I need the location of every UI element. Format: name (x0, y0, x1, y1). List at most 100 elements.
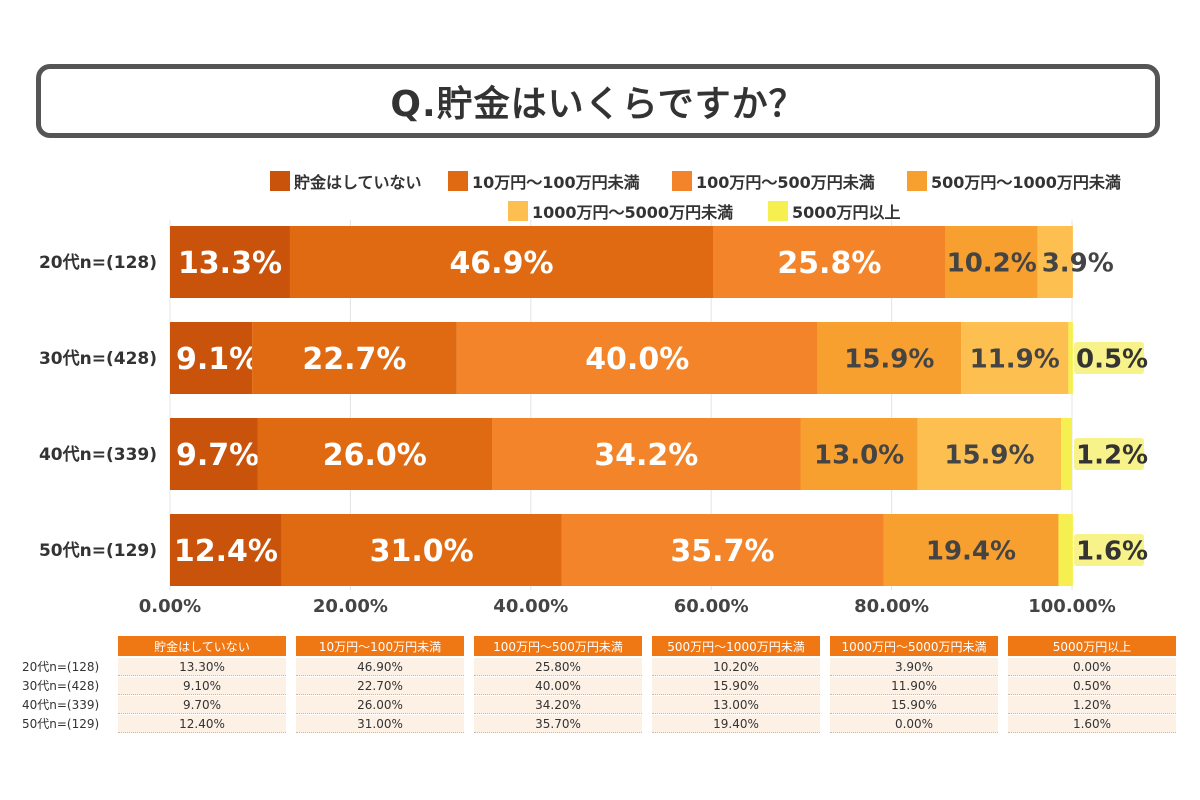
bar-segment (456, 322, 818, 394)
data-label: 31.0% (370, 534, 474, 569)
data-label: 1.6% (1076, 536, 1148, 566)
table-header: 10万円～100万円未満 (296, 636, 464, 656)
legend-label: 500万円～1000万円未満 (931, 173, 1121, 192)
table-cell: 13.00% (652, 696, 820, 714)
bar-segment (252, 322, 457, 394)
legend-label: 100万円～500万円未満 (696, 173, 875, 192)
data-label: 19.4% (926, 536, 1016, 566)
x-tick-label: 100.00% (1028, 596, 1116, 617)
legend-swatch (907, 171, 927, 191)
table-cell: 15.90% (830, 696, 998, 714)
data-label: 15.9% (844, 344, 934, 374)
bar-segment (945, 226, 1038, 298)
data-label: 11.9% (970, 344, 1060, 374)
legend-label: 貯金はしていない (294, 173, 422, 192)
table-cell: 10.20% (652, 658, 820, 676)
data-label: 34.2% (594, 438, 698, 473)
legend-item: 100万円～500万円未満 (672, 166, 875, 196)
data-label: 25.8% (777, 246, 881, 281)
bar-segment (257, 418, 493, 490)
data-label: 13.3% (178, 246, 282, 281)
legend-swatch (270, 171, 290, 191)
bar-segment (917, 418, 1062, 490)
bar-segment (817, 322, 962, 394)
table-cell: 34.20% (474, 696, 642, 714)
table-cell: 9.70% (118, 696, 286, 714)
x-tick-label: 0.00% (139, 596, 201, 617)
bar-segment (1058, 514, 1073, 586)
table-cell: 15.90% (652, 677, 820, 695)
stacked-bar-chart: 20代n=(128) 13.3% 46.9% 25.8% 10.2% 3.9% 30代n=(… (39, 220, 1148, 617)
table-header: 5000万円以上 (1008, 636, 1176, 656)
legend-item: 5000万円以上 (768, 196, 901, 226)
data-label: 26.0% (323, 438, 427, 473)
table-cell: 19.40% (652, 715, 820, 733)
table-cell: 22.70% (296, 677, 464, 695)
data-label: 40.0% (585, 342, 689, 377)
legend-swatch (508, 201, 528, 221)
table-cell: 26.00% (296, 696, 464, 714)
legend-item: 10万円～100万円未満 (448, 166, 640, 196)
title-box: Q.貯金はいくらですか？ (36, 64, 1160, 138)
legend-label: 10万円～100万円未満 (472, 173, 640, 192)
legend-label: 1000万円～5000万円未満 (532, 203, 734, 222)
table-cell: 40.00% (474, 677, 642, 695)
table-cell: 31.00% (296, 715, 464, 733)
data-label-highlight (1074, 438, 1144, 470)
data-label: 12.4% (174, 534, 278, 569)
page-title: Q.貯金はいくらですか？ (390, 84, 806, 125)
row-label: 40代n=(339) (39, 444, 157, 465)
row-label: 30代n=(428) (39, 348, 157, 369)
x-tick-label: 60.00% (674, 596, 749, 617)
data-label: 3.9% (1042, 248, 1114, 278)
legend-item: 貯金はしていない (270, 166, 422, 196)
table-cell: 12.40% (118, 715, 286, 733)
table-row-label: 50代n=(129) (22, 717, 100, 731)
table-cell: 0.00% (1008, 658, 1176, 676)
bar-segment (170, 514, 282, 586)
legend-item: 500万円～1000万円未満 (907, 166, 1121, 196)
bar-segment (1061, 418, 1072, 490)
data-label: 35.7% (670, 534, 774, 569)
table-row-label: 40代n=(339) (22, 698, 100, 712)
x-tick-label: 40.00% (493, 596, 568, 617)
bar-segment (713, 226, 946, 298)
table-cell: 1.60% (1008, 715, 1176, 733)
bar-segment (170, 322, 253, 394)
table-row-label: 20代n=(128) (22, 660, 100, 674)
bar-segment (1037, 226, 1073, 298)
table-header: 100万円～500万円未満 (474, 636, 642, 656)
table-cell: 11.90% (830, 677, 998, 695)
bar-segment (800, 418, 918, 490)
data-label: 9.7% (176, 438, 259, 473)
data-label: 46.9% (449, 246, 553, 281)
table-cell: 0.00% (830, 715, 998, 733)
bar-segment (289, 226, 714, 298)
table-cell: 25.80% (474, 658, 642, 676)
table-header: 1000万円～5000万円未満 (830, 636, 998, 656)
data-label: 10.2% (947, 248, 1037, 278)
legend-row-2: 1000万円～5000万円未満 5000万円以上 (0, 196, 1200, 226)
table-row-label: 30代n=(428) (22, 679, 100, 693)
table-cell: 9.10% (118, 677, 286, 695)
bar-segment (883, 514, 1059, 586)
legend-label: 5000万円以上 (792, 203, 901, 222)
data-label: 13.0% (814, 440, 904, 470)
data-label: 15.9% (944, 440, 1034, 470)
data-label: 1.2% (1076, 440, 1148, 470)
legend-row-1: 貯金はしていない 10万円～100万円未満 100万円～500万円未満 500万… (0, 166, 1200, 196)
bar-segment (170, 226, 290, 298)
bar-segment (281, 514, 562, 586)
legend-swatch (672, 171, 692, 191)
data-label-highlight (1074, 342, 1144, 374)
table-cell: 1.20% (1008, 696, 1176, 714)
data-label: 0.5% (1076, 344, 1148, 374)
table-cell: 35.70% (474, 715, 642, 733)
data-label-highlight (1074, 534, 1144, 566)
bar-segment (1068, 322, 1073, 394)
legend-item: 1000万円～5000万円未満 (508, 196, 733, 226)
bar-segment (961, 322, 1069, 394)
x-tick-label: 20.00% (313, 596, 388, 617)
legend-swatch (768, 201, 788, 221)
x-tick-label: 80.00% (854, 596, 929, 617)
